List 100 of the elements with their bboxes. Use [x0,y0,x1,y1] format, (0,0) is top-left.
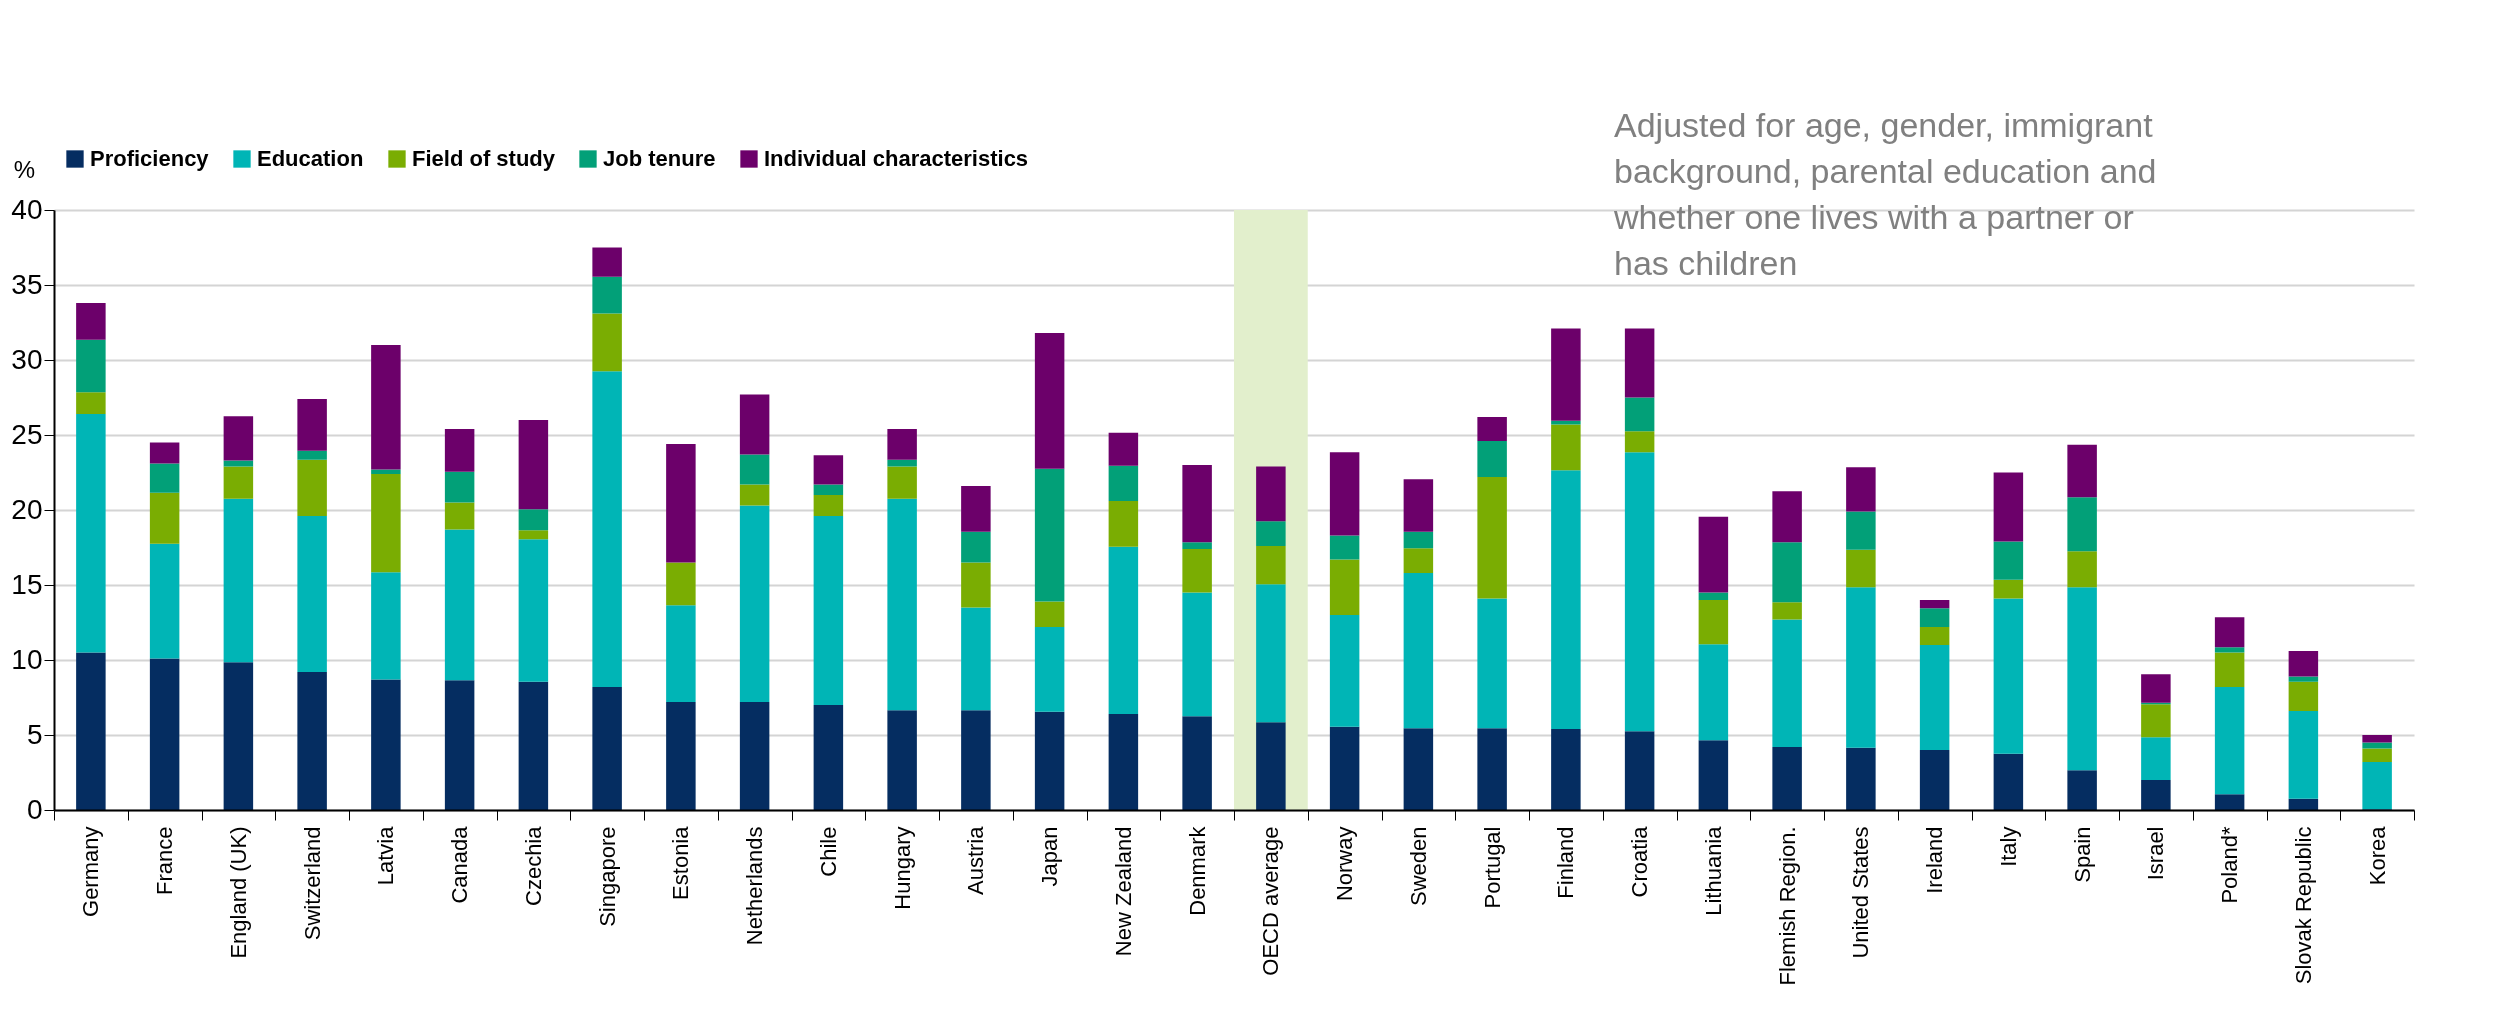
bar [2141,704,2171,738]
bar [1772,602,1802,620]
bar [1403,479,1434,532]
bar [1182,549,1212,593]
bar [1182,716,1212,810]
bar [2067,587,2097,771]
bar [813,484,844,495]
legend-label: Proficiency [90,146,210,171]
bar [739,484,770,506]
bar [1256,466,1286,522]
bar [1256,521,1286,546]
bar [1846,467,1876,512]
bar [592,247,622,277]
bar [1034,627,1065,712]
bar [1919,600,1950,609]
bar [1403,573,1434,729]
bar [1329,559,1360,615]
x-tick-label: Germany [78,826,104,917]
x-tick-label: Korea [2364,825,2390,886]
bar [1772,619,1802,747]
bar [1329,535,1360,560]
bar [2141,780,2171,810]
bar [887,459,917,467]
bar [149,658,180,810]
bar [297,450,327,460]
bar [2214,647,2245,653]
x-tick-label: Finland [1553,826,1579,899]
bar [223,460,254,467]
y-tick-label: 35 [11,268,43,300]
bar [1477,441,1507,477]
bar [1772,542,1802,603]
x-tick-label: OECD average [1258,826,1284,976]
y-tick-label: 5 [26,718,43,750]
bar [1034,601,1065,627]
x-tick-label: Netherlands [742,826,768,946]
bar [2067,497,2097,552]
bar [813,705,844,810]
bar [1698,516,1729,593]
bar [1919,750,1950,810]
bar [1772,747,1802,810]
bar [2288,651,2319,677]
bar [1698,592,1729,600]
bar [1624,431,1655,453]
bar [444,429,475,472]
bar [887,429,917,460]
x-tick-label: Israel [2143,826,2169,881]
bar [1624,328,1655,398]
bar [739,394,770,455]
x-tick-label: Lithuania [1700,825,1726,916]
bar [592,313,622,372]
bar [223,416,254,461]
bar [1846,747,1876,810]
x-tick-label: United States [1848,826,1874,959]
x-tick-label: Italy [1995,826,2021,867]
x-tick-label: Canada [447,825,473,904]
bar [2362,742,2392,749]
y-tick-label: 30 [11,343,43,375]
bar [1551,729,1581,810]
bar [518,420,549,510]
bar [1329,726,1360,810]
bar [149,492,180,544]
bar [2214,687,2245,795]
y-tick-label: 0 [26,793,43,825]
bar [297,459,327,516]
bar [1846,511,1876,550]
bar [961,486,991,532]
bar [444,502,475,530]
bar [2362,762,2392,810]
bar [518,539,549,682]
bar [1698,600,1729,645]
bar [1329,452,1360,536]
bar [1403,548,1434,573]
bar [297,399,327,451]
bar [76,414,106,653]
x-tick-label: Switzerland [299,826,325,941]
bar [223,662,254,810]
bar [961,531,991,563]
bar [1846,549,1876,588]
bar [1772,491,1802,543]
bar [1551,420,1581,425]
x-tick-label: Portugal [1479,826,1505,909]
y-tick-label: 20 [11,493,43,525]
bar [1551,470,1581,729]
x-tick-label: Chile [815,826,841,877]
bar [1034,711,1065,810]
bar [371,474,401,573]
y-tick-label: 15 [11,568,43,600]
bar [2141,737,2171,780]
bar [1551,424,1581,471]
bar [1993,472,2024,542]
bar [76,339,106,393]
bar [1477,598,1507,729]
bar [1182,542,1212,549]
bar [1624,731,1655,810]
bar [1329,615,1360,727]
bar [666,605,696,702]
bar [1993,753,2024,810]
bar [1993,598,2024,754]
bar [1108,432,1139,466]
bar [2214,652,2245,687]
